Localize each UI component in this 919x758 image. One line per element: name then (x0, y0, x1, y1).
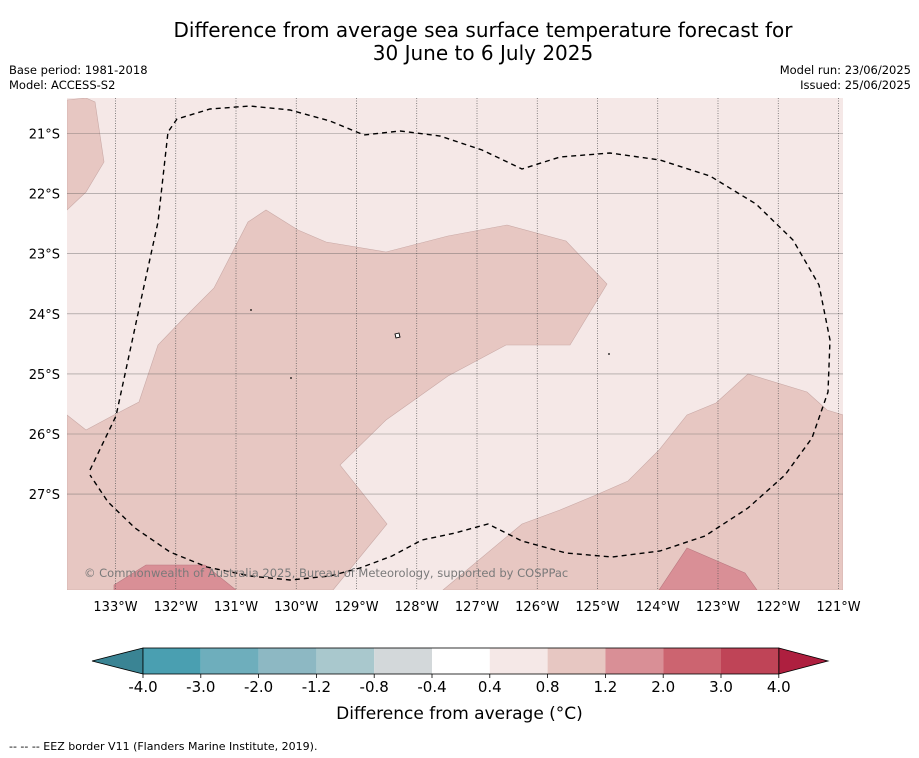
latitude-tick-label: 26°S (29, 428, 60, 443)
longitude-labels: 133°W 132°W 131°W 130°W 129°W 128°W 127°W 126°W… (93, 600, 860, 615)
map-metadata-left: Base period: 1981-2018 Model: ACCESS-S2 (9, 63, 148, 92)
colorbar-swatch (663, 648, 721, 674)
colorbar-extend-low (91, 647, 144, 675)
island-dot (608, 353, 610, 355)
longitude-tick-label: 126°W (515, 600, 559, 615)
longitude-tick-label: 127°W (455, 600, 499, 615)
colorbar-swatch (547, 648, 606, 674)
colorbar-tick-label: -3.0 (186, 678, 215, 696)
colorbar-tick-label: -0.8 (360, 678, 389, 696)
longitude-tick-label: 125°W (575, 600, 619, 615)
latitude-tick-label: 21°S (29, 128, 60, 143)
island-dot (290, 377, 292, 379)
colorbar-tick-label: -2.0 (244, 678, 273, 696)
latitude-tick-label: 27°S (29, 488, 60, 503)
colorbar-tick-label: -4.0 (128, 678, 157, 696)
longitude-tick-label: 129°W (334, 600, 378, 615)
latitude-labels: 21°S 22°S 23°S 24°S 25°S 26°S 27°S (29, 128, 60, 504)
latitude-tick-label: 22°S (29, 188, 60, 203)
anomaly-class-0-8-1-2-region-northwest (67, 98, 105, 211)
issued-text: Issued: 25/06/2025 (800, 77, 911, 92)
colorbar-tick-label: 1.2 (593, 678, 617, 696)
base-period-text: Base period: 1981-2018 (9, 63, 148, 77)
longitude-tick-label: 121°W (816, 600, 860, 615)
colorbar-swatch (316, 648, 375, 674)
colorbar-swatch (143, 648, 201, 674)
eez-source-footnote: -- -- -- EEZ border V11 (Flanders Marine… (9, 740, 318, 753)
map-title-line-1: Difference from average sea surface temp… (173, 18, 793, 42)
colorbar-tick-label: 0.4 (478, 678, 502, 696)
colorbar-swatch (721, 648, 779, 674)
colorbar-outline (142, 647, 780, 675)
colorbar-swatch (432, 648, 490, 674)
colorbar-tick-label: 0.8 (536, 678, 560, 696)
longitude-tick-label: 133°W (93, 600, 137, 615)
colorbar-swatch (200, 648, 259, 674)
anomaly-class-1-2-2-0-region-southwest (113, 564, 237, 590)
island-dot (250, 309, 252, 311)
longitude-tick-label: 123°W (696, 600, 740, 615)
colorbar-swatch (489, 648, 548, 674)
map-gridlines (67, 98, 843, 590)
colorbar-swatch (258, 648, 317, 674)
longitude-tick-label: 130°W (274, 600, 318, 615)
colorbar-tick-label: 2.0 (651, 678, 675, 696)
island-marker (394, 332, 401, 339)
latitude-tick-label: 24°S (29, 308, 60, 323)
map-title-line-2: 30 June to 6 July 2025 (372, 41, 594, 65)
latitude-tick-label: 23°S (29, 248, 60, 263)
colorbar-tick-label: 3.0 (709, 678, 733, 696)
longitude-tick-label: 122°W (756, 600, 800, 615)
model-text: Model: ACCESS-S2 (9, 77, 116, 92)
colorbar-tick-label: -0.4 (417, 678, 446, 696)
colorbar-tick-label: -1.2 (302, 678, 331, 696)
colorbar: -4.0 -3.0 -2.0 -1.2 -0.8 -0.4 0.4 0.8 1.2 2.0 3.0 4… (91, 647, 830, 696)
eez-border-line (89, 105, 831, 581)
longitude-tick-label: 131°W (214, 600, 258, 615)
map-metadata-right: Model run: 23/06/2025 Issued: 25/06/2025 (780, 63, 911, 92)
colorbar-label: Difference from average (°C) (336, 704, 583, 724)
copyright-notice: © Commonwealth of Australia 2025, Bureau… (84, 566, 568, 580)
colorbar-swatch (605, 648, 664, 674)
longitude-tick-label: 132°W (154, 600, 198, 615)
longitude-tick-label: 128°W (395, 600, 439, 615)
longitude-tick-label: 124°W (636, 600, 680, 615)
colorbar-swatch (374, 648, 432, 674)
model-run-text: Model run: 23/06/2025 (779, 63, 911, 77)
anomaly-class-1-2-2-0-region-southeast (658, 547, 758, 590)
latitude-tick-label: 25°S (29, 368, 60, 383)
map-area: © Commonwealth of Australia 2025, Bureau… (67, 98, 843, 590)
anomaly-class-0-8-1-2-region-central (67, 209, 608, 590)
anomaly-class-0-8-1-2-region-southeast (442, 373, 843, 590)
colorbar-extend-high (778, 647, 830, 675)
colorbar-tick-label: 4.0 (767, 678, 791, 696)
